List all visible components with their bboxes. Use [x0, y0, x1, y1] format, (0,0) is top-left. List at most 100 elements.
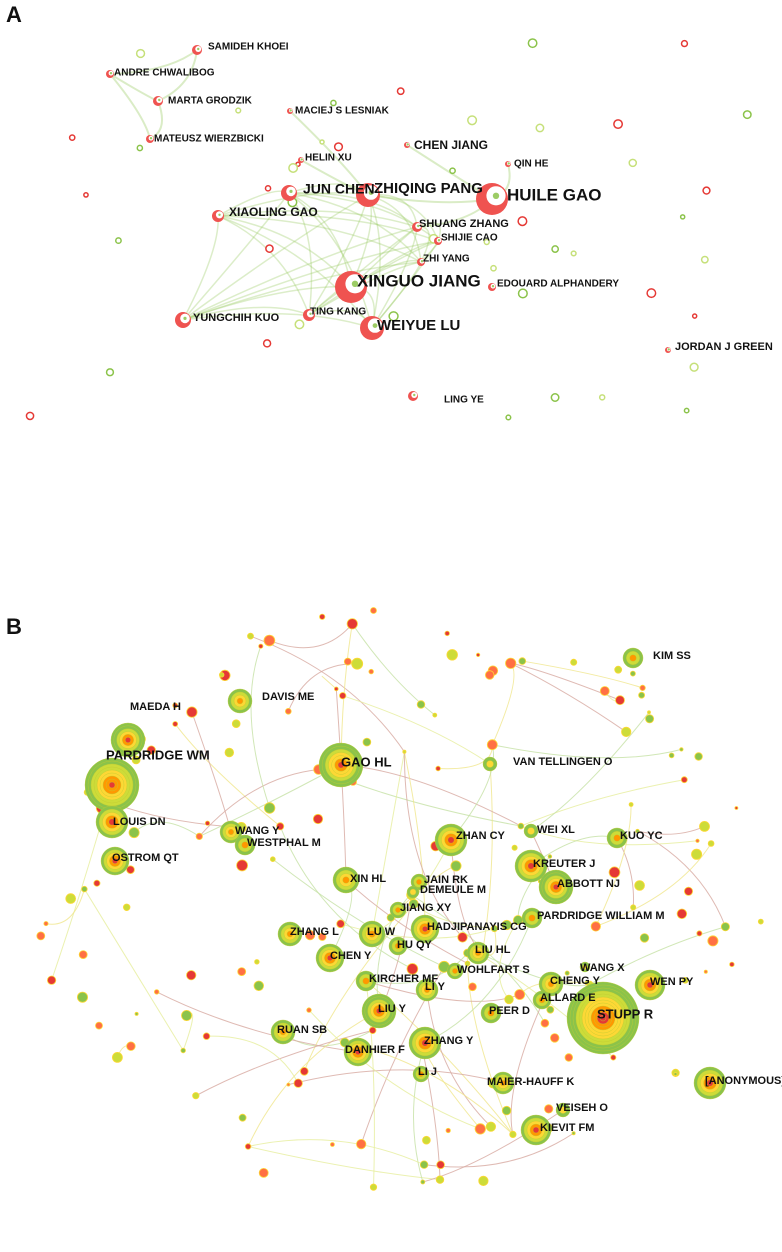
edge: [182, 312, 373, 329]
node: [544, 1104, 554, 1114]
node-label: PEER D: [489, 1005, 530, 1017]
node: [535, 123, 545, 133]
node: [437, 239, 441, 242]
node-label: LING YE: [444, 395, 484, 406]
edge: [217, 215, 373, 329]
node-label: PARDRIDGE WILLIAM M: [537, 910, 665, 922]
edge: [411, 894, 546, 1024]
node-label: QIN HE: [514, 159, 549, 170]
node: [680, 39, 689, 48]
node: [696, 930, 703, 937]
node: [528, 914, 536, 922]
node: [368, 190, 374, 196]
node: [673, 1072, 678, 1077]
node: [599, 686, 610, 696]
node: [518, 657, 527, 665]
node-label: LIU Y: [378, 1003, 407, 1015]
node: [319, 613, 326, 620]
node: [485, 670, 495, 680]
node: [247, 632, 254, 640]
node: [146, 745, 156, 755]
edge: [637, 825, 705, 835]
node: [368, 668, 374, 675]
edge: [83, 888, 184, 1051]
node: [507, 162, 510, 165]
node: [490, 264, 497, 272]
edge: [426, 989, 492, 1128]
node: [244, 1143, 252, 1150]
edge: [182, 192, 290, 321]
node: [551, 245, 560, 253]
node: [122, 903, 131, 911]
edge: [589, 926, 726, 985]
node-label: WEIYUE LU: [377, 317, 460, 334]
edge: [217, 213, 439, 242]
edge: [217, 191, 369, 217]
edge: [247, 1139, 425, 1166]
edge: [403, 751, 463, 938]
node: [369, 1026, 377, 1034]
edge: [308, 1009, 481, 1130]
node: [500, 1079, 507, 1086]
edge: [247, 1146, 441, 1181]
edge: [182, 226, 418, 321]
node: [464, 960, 471, 967]
node: [570, 658, 578, 666]
node: [446, 649, 458, 661]
node: [628, 158, 638, 168]
node: [306, 1007, 312, 1013]
node: [227, 829, 234, 836]
node: [136, 144, 144, 152]
node: [370, 607, 377, 614]
node-label: TING KANG: [310, 307, 366, 318]
edge: [595, 804, 632, 927]
node: [486, 760, 494, 768]
node: [706, 1079, 714, 1087]
node-label: KIRCHER MF: [369, 973, 438, 985]
node: [647, 710, 651, 715]
node: [135, 48, 146, 59]
node: [276, 822, 285, 831]
node: [501, 1105, 512, 1116]
node: [615, 695, 625, 706]
node: [695, 838, 700, 843]
node: [419, 1160, 429, 1169]
node: [680, 776, 688, 784]
node: [757, 918, 764, 925]
node: [435, 1175, 445, 1184]
edge: [288, 192, 439, 242]
node-label: SHUANG ZHANG: [419, 218, 509, 230]
node: [598, 394, 606, 401]
edge: [498, 919, 519, 1000]
node-label: EDOUARD ALPHANDERY: [497, 279, 619, 290]
node: [237, 967, 247, 976]
node: [679, 214, 686, 220]
node: [253, 980, 264, 992]
node-label: JIANG XY: [400, 902, 452, 914]
edge: [198, 769, 319, 837]
edge: [217, 215, 310, 316]
node: [527, 38, 538, 49]
node-label: ZHANG L: [290, 926, 339, 938]
node: [703, 969, 708, 974]
node: [109, 72, 113, 75]
edge: [413, 1042, 426, 1183]
node: [553, 884, 560, 891]
node: [299, 1067, 309, 1076]
labels: SAMIDEH KHOEI ANDRE CHWALIBOG MARTA GRODZI…: [106, 42, 782, 1134]
node-label: CHEN JIANG: [414, 138, 488, 152]
node: [546, 1005, 555, 1014]
node: [258, 1168, 269, 1178]
node: [333, 686, 339, 692]
edge: [492, 744, 682, 759]
panel-label: B: [6, 614, 22, 639]
node: [422, 926, 429, 933]
edge: [530, 712, 650, 832]
node-label: YUNGCHIH KUO: [193, 312, 280, 324]
node: [694, 752, 703, 761]
node: [729, 961, 735, 968]
node: [186, 970, 197, 981]
node-label: HADJIPANAYIS CG: [427, 921, 527, 933]
node: [435, 765, 441, 772]
node: [517, 216, 528, 227]
